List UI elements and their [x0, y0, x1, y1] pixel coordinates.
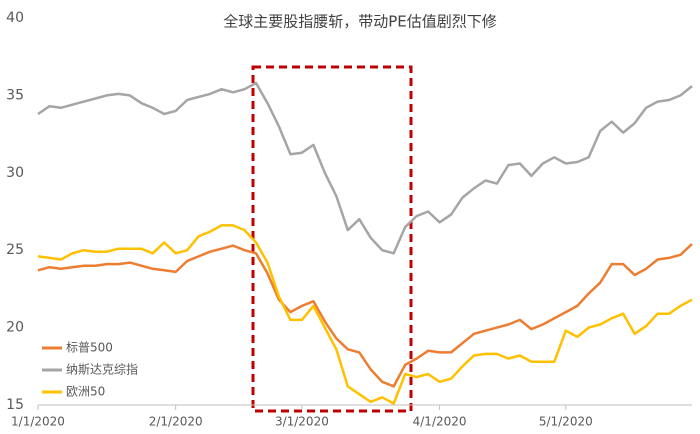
x-tick-label: 2/1/2020: [149, 415, 203, 429]
y-tick-label: 15: [6, 397, 24, 413]
y-tick-label: 40: [6, 10, 24, 26]
chart-title: 全球主要股指腰斩，带动PE估值剧烈下修: [223, 13, 497, 31]
y-tick-label: 20: [6, 320, 24, 336]
y-tick-label: 25: [6, 242, 24, 258]
y-tick-label: 35: [6, 87, 24, 103]
series-line: [37, 81, 693, 255]
series-line: [37, 243, 693, 388]
x-tick-label: 4/1/2020: [413, 415, 467, 429]
highlight-box: [251, 65, 413, 413]
legend-label: 欧洲50: [66, 385, 105, 399]
legend-label: 纳斯达克综指: [66, 362, 138, 377]
x-tick-label: 3/1/2020: [275, 415, 329, 429]
legend-label: 标普500: [66, 341, 113, 355]
series-line: [37, 224, 693, 405]
y-tick-label: 30: [6, 165, 24, 181]
x-tick-label: 1/1/2020: [11, 415, 65, 429]
x-tick-label: 5/1/2020: [539, 415, 593, 429]
